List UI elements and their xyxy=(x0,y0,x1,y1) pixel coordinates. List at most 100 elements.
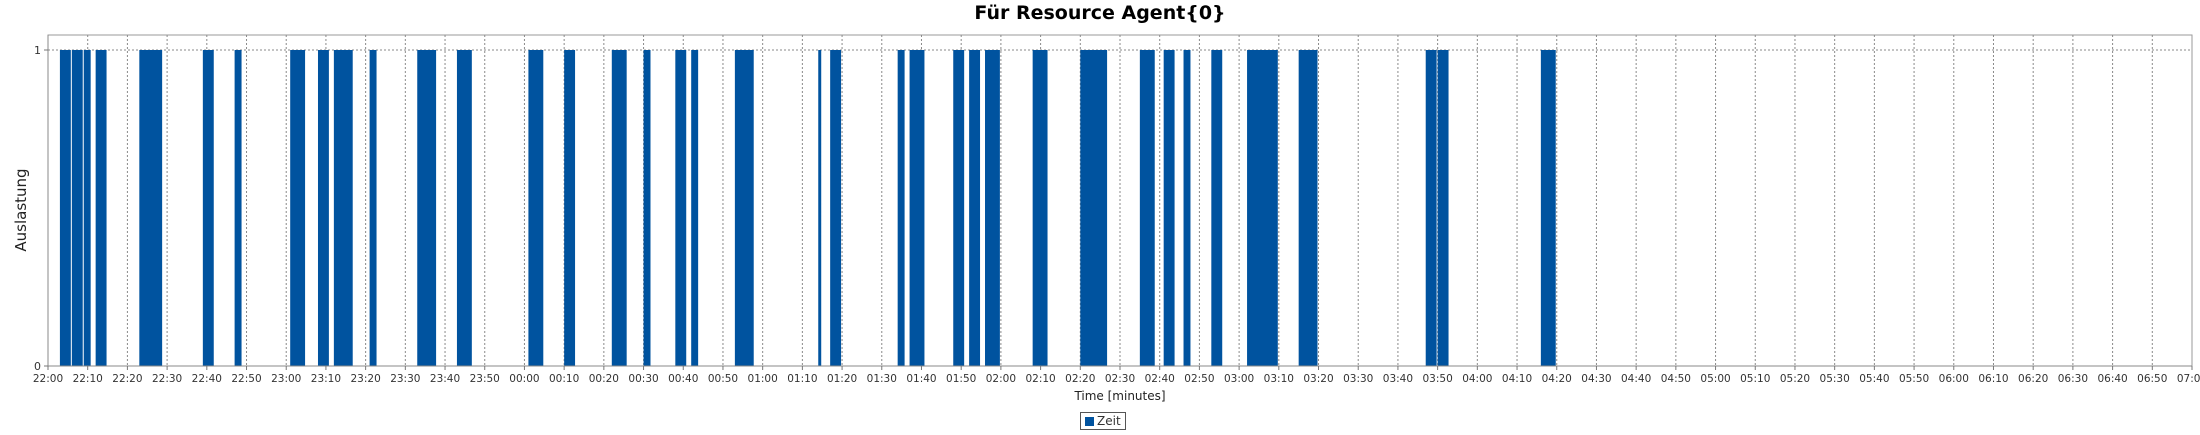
bar xyxy=(1211,50,1223,366)
x-tick-label: 02:20 xyxy=(1065,373,1095,385)
bar xyxy=(909,50,925,366)
chart-title: Für Resource Agent{0} xyxy=(974,2,1226,24)
bar xyxy=(1298,50,1318,366)
bar xyxy=(333,50,353,366)
x-tick-label: 02:30 xyxy=(1105,373,1135,385)
bar xyxy=(675,50,687,366)
x-tick-label: 22:10 xyxy=(73,373,103,385)
bar xyxy=(202,50,214,366)
x-tick-label: 22:00 xyxy=(33,373,63,385)
x-tick-label: 04:20 xyxy=(1542,373,1572,385)
y-axis-ticks: 01 xyxy=(34,44,48,373)
x-axis-ticks: 22:00 22:10 22:20 22:30 22:40 22:50 23:00 23:10… xyxy=(33,366,2200,385)
y-tick-label: 0 xyxy=(34,360,41,373)
y-axis-label: Auslastung xyxy=(12,168,30,251)
x-tick-label: 23:30 xyxy=(390,373,420,385)
bar xyxy=(985,50,1000,366)
x-tick-label: 06:20 xyxy=(2018,373,2048,385)
x-tick-label: 03:30 xyxy=(1343,373,1373,385)
x-tick-label: 04:30 xyxy=(1581,373,1611,385)
x-tick-label: 04:40 xyxy=(1621,373,1651,385)
x-tick-label: 01:50 xyxy=(946,373,976,385)
bar xyxy=(456,50,472,366)
bar xyxy=(1425,50,1437,366)
x-tick-label: 23:40 xyxy=(430,373,460,385)
x-tick-label: 06:10 xyxy=(1978,373,2008,385)
x-tick-label: 05:30 xyxy=(1820,373,1850,385)
bar xyxy=(1163,50,1175,366)
bar xyxy=(691,50,699,366)
x-tick-label: 00:20 xyxy=(589,373,619,385)
x-tick-label: 03:00 xyxy=(1224,373,1254,385)
x-tick-label: 22:30 xyxy=(152,373,182,385)
bar xyxy=(1437,50,1449,366)
x-tick-label: 00:10 xyxy=(549,373,579,385)
x-tick-label: 03:20 xyxy=(1303,373,1333,385)
x-tick-label: 05:00 xyxy=(1700,373,1730,385)
x-tick-label: 02:40 xyxy=(1145,373,1175,385)
x-tick-label: 23:00 xyxy=(271,373,301,385)
x-tick-label: 02:10 xyxy=(1025,373,1055,385)
bar xyxy=(1032,50,1048,366)
bar xyxy=(734,50,754,366)
x-tick-label: 03:40 xyxy=(1383,373,1413,385)
x-tick-label: 06:30 xyxy=(2058,373,2088,385)
legend: Zeit xyxy=(1080,412,1126,430)
x-tick-label: 23:10 xyxy=(311,373,341,385)
x-tick-label: 00:40 xyxy=(668,373,698,385)
bar xyxy=(1080,50,1108,366)
bar xyxy=(234,50,242,366)
x-tick-label: 01:10 xyxy=(787,373,817,385)
bar xyxy=(1247,50,1278,366)
x-tick-label: 04:50 xyxy=(1661,373,1691,385)
bar xyxy=(417,50,437,366)
bar xyxy=(59,50,71,366)
bar xyxy=(139,50,163,366)
x-tick-label: 04:10 xyxy=(1502,373,1532,385)
bar xyxy=(95,50,107,366)
y-tick-label: 1 xyxy=(34,44,41,57)
x-tick-label: 03:10 xyxy=(1264,373,1294,385)
bar-series-zeit xyxy=(59,50,1556,366)
bar xyxy=(643,50,651,366)
x-tick-label: 02:00 xyxy=(986,373,1016,385)
bar xyxy=(818,50,822,366)
x-tick-label: 01:30 xyxy=(867,373,897,385)
bar xyxy=(897,50,905,366)
x-tick-label: 02:50 xyxy=(1184,373,1214,385)
bar xyxy=(953,50,965,366)
bar xyxy=(83,50,91,366)
bar xyxy=(1139,50,1155,366)
legend-swatch xyxy=(1085,416,1094,426)
x-tick-label: 22:20 xyxy=(112,373,142,385)
x-tick-label: 00:50 xyxy=(708,373,738,385)
bar xyxy=(71,50,83,366)
x-tick-label: 00:00 xyxy=(509,373,539,385)
x-tick-label: 05:40 xyxy=(1859,373,1889,385)
x-tick-label: 06:40 xyxy=(2097,373,2127,385)
x-tick-label: 06:50 xyxy=(2137,373,2167,385)
bar xyxy=(611,50,627,366)
x-tick-label: 06:00 xyxy=(1939,373,1969,385)
bar xyxy=(1183,50,1191,366)
x-tick-label: 23:50 xyxy=(470,373,500,385)
bar xyxy=(317,50,329,366)
x-tick-label: 05:20 xyxy=(1780,373,1810,385)
x-tick-label: 05:10 xyxy=(1740,373,1770,385)
x-axis-label: Time [minutes] xyxy=(1073,389,1165,403)
x-tick-label: 01:20 xyxy=(827,373,857,385)
x-tick-label: 07:00 xyxy=(2177,373,2200,385)
x-tick-label: 23:20 xyxy=(350,373,380,385)
x-tick-label: 05:50 xyxy=(1899,373,1929,385)
x-tick-label: 22:50 xyxy=(231,373,261,385)
legend-label: Zeit xyxy=(1097,414,1121,428)
bar xyxy=(969,50,981,366)
bar xyxy=(1540,50,1556,366)
x-tick-label: 00:30 xyxy=(628,373,658,385)
x-tick-label: 01:00 xyxy=(748,373,778,385)
bar xyxy=(830,50,842,366)
x-tick-label: 04:00 xyxy=(1462,373,1492,385)
bar xyxy=(369,50,377,366)
x-tick-label: 22:40 xyxy=(192,373,222,385)
